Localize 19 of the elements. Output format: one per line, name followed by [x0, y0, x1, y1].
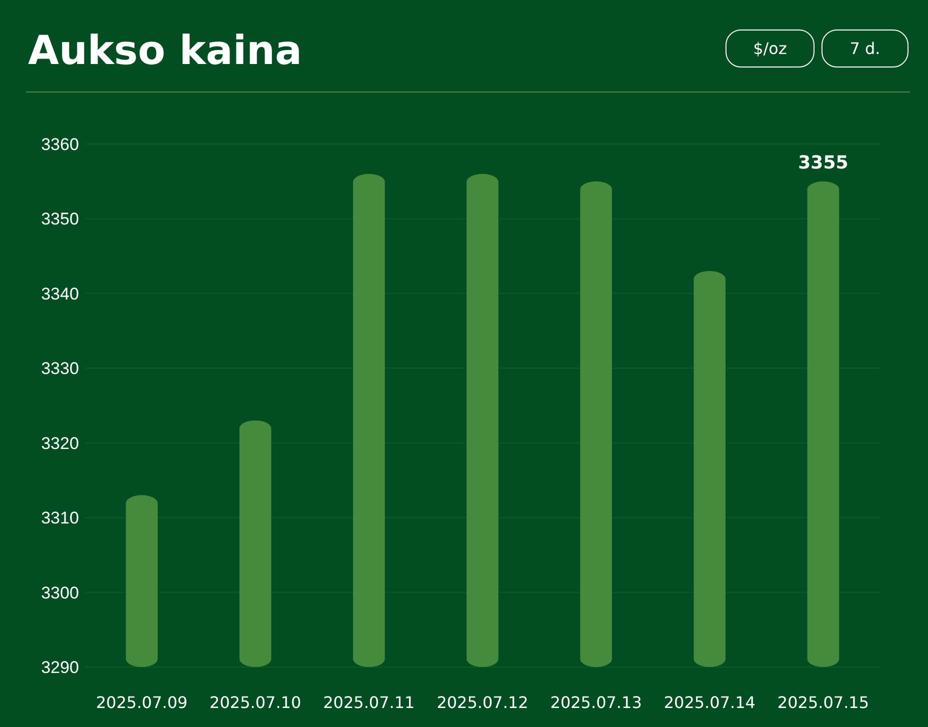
text: 7 d. [850, 39, 880, 58]
y-tick-label: 3340 [41, 284, 79, 304]
y-tick-label: 3350 [41, 210, 79, 229]
text: $/oz [753, 39, 787, 58]
data-label: 3355 [798, 152, 848, 174]
x-tick-label: 2025.07.12 [436, 693, 528, 712]
y-tick-label: 3360 [41, 135, 79, 154]
y-tick-label: 3300 [41, 583, 79, 602]
x-tick-label: 2025.07.15 [777, 693, 870, 712]
chart-title: Aukso kaina [28, 28, 302, 74]
y-tick-label: 3310 [41, 508, 79, 528]
x-tick-label: 2025.07.10 [210, 693, 302, 712]
y-tick-label: 3320 [41, 434, 79, 453]
y-tick-label: 3330 [41, 359, 79, 378]
x-tick-label: 2025.07.14 [664, 693, 756, 712]
x-tick-label: 2025.07.13 [550, 693, 642, 712]
y-tick-label: 3290 [41, 658, 79, 677]
x-tick-label: 2025.07.09 [96, 693, 188, 712]
x-tick-label: 2025.07.11 [323, 693, 415, 712]
